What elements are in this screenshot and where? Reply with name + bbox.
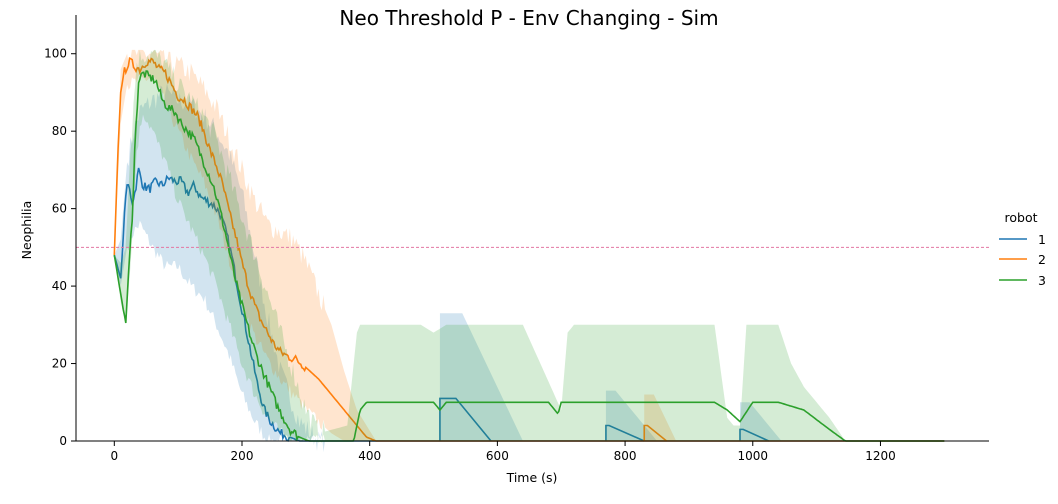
y-tick-label: 0 xyxy=(59,434,67,448)
x-tick-label: 0 xyxy=(110,449,118,463)
axes: 0 200 400 600 800 1000 1200 0 20 40 60 80 100 xyxy=(44,15,989,463)
x-tick-label: 1000 xyxy=(737,449,768,463)
y-tick-label: 20 xyxy=(52,357,67,371)
y-axis-label: Neophilia xyxy=(19,201,34,260)
x-tick-label: 1200 xyxy=(865,449,896,463)
event-band-1-2 xyxy=(740,402,782,441)
x-tick-label: 200 xyxy=(231,449,254,463)
event-line-2-0 xyxy=(643,424,668,442)
event-line-1-2 xyxy=(739,428,770,442)
x-tick-label: 800 xyxy=(614,449,637,463)
series-line-3 xyxy=(113,70,945,442)
y-tick-label: 80 xyxy=(52,124,67,138)
y-tick-label: 60 xyxy=(52,202,67,216)
y-tick-label: 100 xyxy=(44,47,67,61)
legend-label-3: 3 xyxy=(1038,273,1046,288)
legend: robot 1 2 3 xyxy=(999,210,1046,288)
legend-label-1: 1 xyxy=(1038,232,1046,247)
confidence-band-2 xyxy=(114,49,945,442)
event-line-1-0 xyxy=(439,397,492,442)
x-tick-label: 600 xyxy=(486,449,509,463)
y-tick-label: 40 xyxy=(52,279,67,293)
plot-area xyxy=(76,49,989,453)
event-line-1-1 xyxy=(605,424,645,442)
x-axis-label: Time (s) xyxy=(506,470,558,485)
legend-label-2: 2 xyxy=(1038,252,1046,267)
legend-title: robot xyxy=(1005,210,1038,225)
x-tick-label: 400 xyxy=(358,449,381,463)
chart-title: Neo Threshold P - Env Changing - Sim xyxy=(339,6,718,30)
confidence-band-1 xyxy=(114,83,945,453)
event-band-1-0 xyxy=(439,313,523,441)
confidence-band-3 xyxy=(114,49,945,444)
